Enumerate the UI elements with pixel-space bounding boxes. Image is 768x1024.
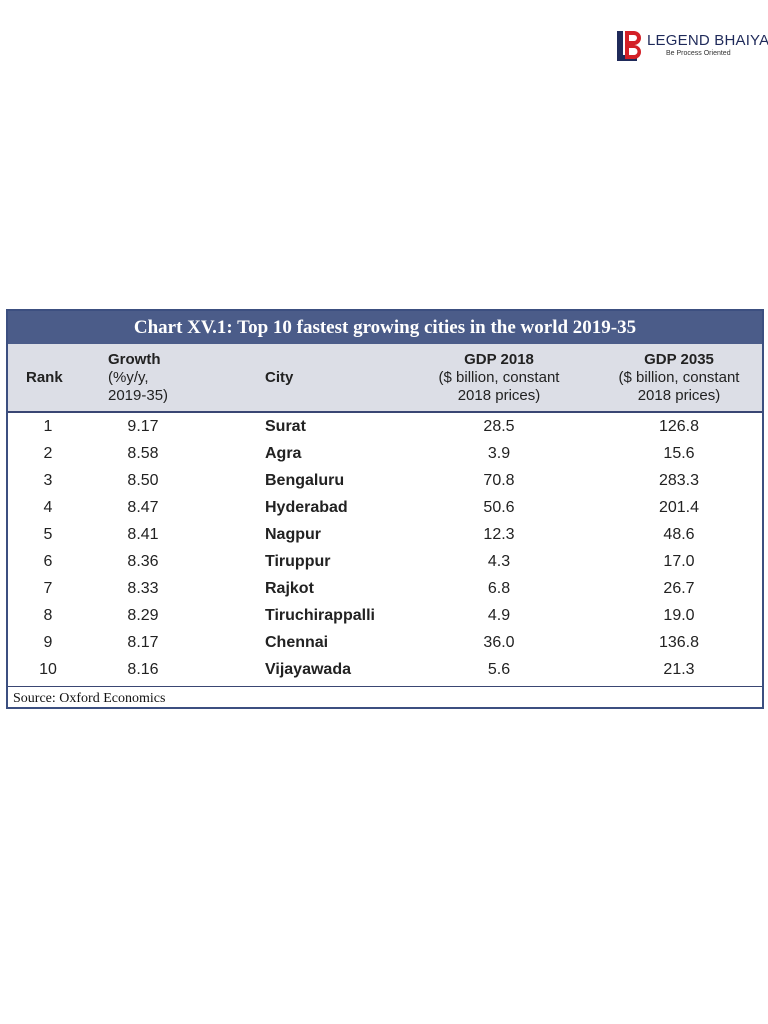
cell-growth: 9.17 [127, 418, 159, 435]
cell-city: Chennai [265, 634, 329, 651]
logo-tagline: Be Process Oriented [666, 50, 731, 57]
lb-logo-icon [617, 31, 641, 61]
cell-gdp-2035: 26.7 [663, 580, 695, 597]
cell-gdp-2018: 50.6 [483, 499, 515, 516]
table-row: 2 8.58 Agra 3.9 15.6 [8, 440, 762, 467]
table-row: 5 8.41 Nagpur 12.3 48.6 [8, 521, 762, 548]
cell-growth: 8.33 [127, 580, 159, 597]
cell-rank: 4 [43, 499, 53, 516]
cell-growth: 8.58 [127, 445, 159, 462]
cell-gdp-2018: 36.0 [483, 634, 515, 651]
table-row: 6 8.36 Tiruppur 4.3 17.0 [8, 548, 762, 575]
cell-rank: 10 [39, 661, 57, 678]
cell-city: Surat [265, 418, 306, 435]
header-rank: Rank [26, 369, 63, 386]
cell-rank: 5 [43, 526, 53, 543]
header-growth: Growth (%y/y, 2019-35) [108, 351, 169, 404]
cell-rank: 6 [43, 553, 53, 570]
source-divider [8, 686, 762, 687]
cell-gdp-2035: 21.3 [663, 661, 695, 678]
cell-gdp-2018: 4.9 [487, 607, 511, 624]
table-row: 7 8.33 Rajkot 6.8 26.7 [8, 575, 762, 602]
cell-gdp-2018: 6.8 [487, 580, 511, 597]
cell-city: Hyderabad [265, 499, 348, 516]
cell-gdp-2035: 283.3 [658, 472, 700, 489]
cell-growth: 8.16 [127, 661, 159, 678]
cell-gdp-2035: 201.4 [658, 499, 700, 516]
cell-city: Tiruppur [265, 553, 331, 570]
cell-gdp-2018: 70.8 [483, 472, 515, 489]
cell-gdp-2035: 19.0 [663, 607, 695, 624]
cell-rank: 9 [43, 634, 53, 651]
table-row: 1 9.17 Surat 28.5 126.8 [8, 413, 762, 440]
logo-title: LEGEND BHAIYA [647, 32, 768, 49]
cell-rank: 1 [43, 418, 53, 435]
cell-growth: 8.41 [127, 526, 159, 543]
table-row: 8 8.29 Tiruchirappalli 4.9 19.0 [8, 602, 762, 629]
cell-growth: 8.29 [127, 607, 159, 624]
cell-gdp-2018: 3.9 [487, 445, 511, 462]
header-gdp-2018: GDP 2018 ($ billion, constant 2018 price… [438, 351, 560, 404]
cell-gdp-2035: 48.6 [663, 526, 695, 543]
cell-growth: 8.17 [127, 634, 159, 651]
table-row: 3 8.50 Bengaluru 70.8 283.3 [8, 467, 762, 494]
cell-gdp-2018: 4.3 [487, 553, 511, 570]
cell-city: Tiruchirappalli [265, 607, 375, 624]
cell-rank: 3 [43, 472, 53, 489]
cell-rank: 8 [43, 607, 53, 624]
cell-gdp-2035: 17.0 [663, 553, 695, 570]
cell-rank: 7 [43, 580, 53, 597]
cell-gdp-2035: 126.8 [658, 418, 700, 435]
cell-city: Nagpur [265, 526, 321, 543]
brand-logo: LEGEND BHAIYA Be Process Oriented [616, 30, 768, 62]
cell-city: Bengaluru [265, 472, 345, 489]
table-header: Rank Growth (%y/y, 2019-35) City GDP 201… [8, 344, 762, 413]
cell-growth: 8.50 [127, 472, 159, 489]
header-gdp-2035: GDP 2035 ($ billion, constant 2018 price… [618, 351, 740, 404]
cell-gdp-2018: 5.6 [487, 661, 511, 678]
cell-gdp-2035: 15.6 [663, 445, 695, 462]
cell-gdp-2018: 12.3 [483, 526, 515, 543]
cell-rank: 2 [43, 445, 53, 462]
growth-table: Chart XV.1: Top 10 fastest growing citie… [6, 309, 764, 709]
cell-growth: 8.36 [127, 553, 159, 570]
table-row: 10 8.16 Vijayawada 5.6 21.3 [8, 656, 762, 683]
cell-growth: 8.47 [127, 499, 159, 516]
cell-city: Rajkot [265, 580, 314, 597]
header-city: City [265, 369, 294, 386]
cell-city: Vijayawada [265, 661, 351, 678]
table-title: Chart XV.1: Top 10 fastest growing citie… [8, 311, 762, 344]
cell-gdp-2018: 28.5 [483, 418, 515, 435]
table-row: 9 8.17 Chennai 36.0 136.8 [8, 629, 762, 656]
cell-gdp-2035: 136.8 [658, 634, 700, 651]
cell-city: Agra [265, 445, 302, 462]
table-row: 4 8.47 Hyderabad 50.6 201.4 [8, 494, 762, 521]
source-note: Source: Oxford Economics [13, 691, 166, 706]
